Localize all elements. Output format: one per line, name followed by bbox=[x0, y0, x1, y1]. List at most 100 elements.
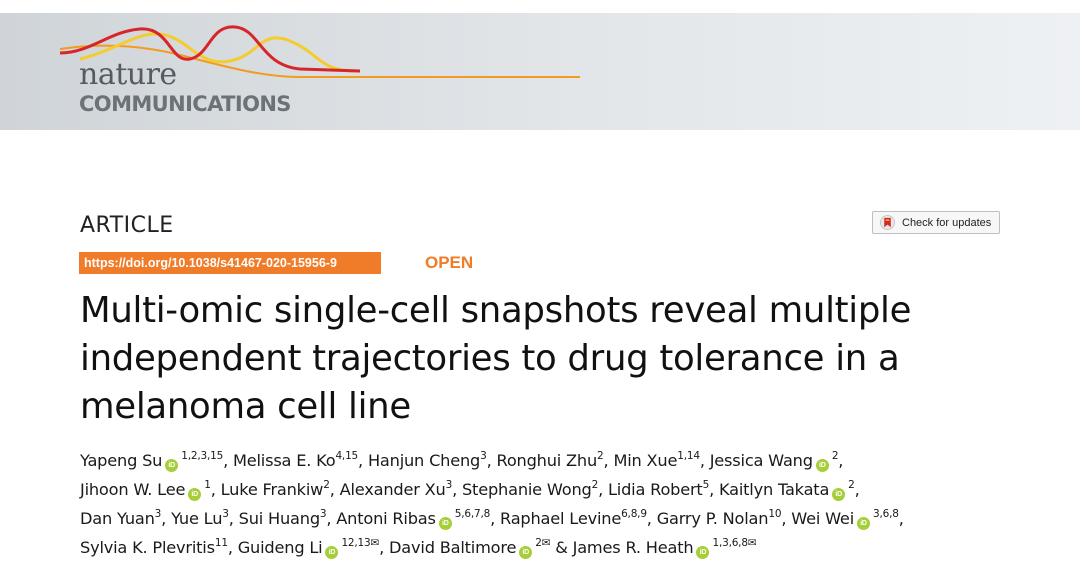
author-separator: , bbox=[358, 451, 368, 470]
corresponding-mail-icon[interactable]: ✉ bbox=[541, 537, 551, 549]
author-separator: , bbox=[854, 480, 860, 499]
orcid-icon[interactable]: iD bbox=[438, 517, 452, 530]
orcid-icon[interactable]: iD bbox=[165, 459, 179, 472]
author-name[interactable]: Hanjun Cheng bbox=[367, 451, 481, 470]
orcid-icon[interactable]: iD bbox=[325, 546, 339, 559]
author[interactable]: Lidia Robert5 bbox=[608, 480, 709, 499]
affiliation-superscript: 11 bbox=[214, 537, 228, 549]
affiliation-superscript: 3 bbox=[319, 508, 327, 520]
author[interactable]: Yapeng Su iD1,2,3,15 bbox=[80, 450, 224, 472]
orcid-icon[interactable]: iD bbox=[519, 546, 533, 559]
author[interactable]: Melissa E. Ko4,15 bbox=[233, 451, 358, 470]
author-name[interactable]: Jessica Wang bbox=[709, 451, 813, 470]
author-separator: , bbox=[223, 451, 233, 470]
author[interactable]: Luke Frankiw2 bbox=[221, 480, 330, 499]
nature-wave-logo-icon bbox=[60, 25, 580, 78]
author-separator: , bbox=[228, 509, 239, 528]
author[interactable]: Jessica Wang iD2 bbox=[709, 450, 839, 472]
author[interactable]: Stephanie Wong2 bbox=[462, 480, 598, 499]
doi-link[interactable]: https://doi.org/10.1038/s41467-020-15956… bbox=[79, 252, 381, 274]
author-name[interactable]: Kaitlyn Takata bbox=[718, 480, 830, 499]
author-separator: , bbox=[227, 538, 238, 557]
author-separator: , bbox=[898, 509, 904, 528]
affiliation-superscript: 4,15 bbox=[335, 450, 359, 462]
author-separator: , bbox=[646, 509, 657, 528]
affiliation-superscript: 1,14 bbox=[677, 450, 700, 462]
orcid-icon[interactable]: iD bbox=[696, 546, 710, 559]
author-separator: , bbox=[379, 538, 390, 557]
author[interactable]: Sylvia K. Plevritis11 bbox=[80, 538, 228, 557]
author[interactable]: Garry P. Nolan10 bbox=[657, 509, 782, 528]
orcid-icon[interactable]: iD bbox=[832, 488, 846, 501]
affiliation-superscript: 2 bbox=[848, 479, 855, 491]
author-name[interactable]: Ronghui Zhu bbox=[496, 451, 598, 470]
author-separator: , bbox=[781, 509, 792, 528]
author-list: Yapeng Su iD1,2,3,15, Melissa E. Ko4,15, … bbox=[80, 446, 904, 562]
author-name[interactable]: Yapeng Su bbox=[80, 451, 163, 470]
check-for-updates-label: Check for updates bbox=[902, 216, 992, 229]
affiliation-superscript: 1,3,6,8 bbox=[712, 537, 748, 549]
corresponding-mail-icon[interactable]: ✉ bbox=[747, 537, 757, 549]
affiliation-superscript: 3 bbox=[480, 450, 487, 462]
author-name[interactable]: James R. Heath bbox=[572, 538, 694, 557]
author[interactable]: Hanjun Cheng3 bbox=[368, 451, 487, 470]
author[interactable]: Raphael Levine6,8,9 bbox=[500, 509, 647, 528]
author-name[interactable]: Min Xue bbox=[613, 451, 678, 470]
author-name[interactable]: Antoni Ribas bbox=[336, 509, 436, 528]
corresponding-mail-icon[interactable]: ✉ bbox=[370, 537, 380, 549]
author-name[interactable]: Melissa E. Ko bbox=[232, 451, 336, 470]
author-name[interactable]: Sylvia K. Plevritis bbox=[80, 538, 215, 557]
orcid-icon[interactable]: iD bbox=[188, 488, 202, 501]
author[interactable]: Kaitlyn Takata iD2 bbox=[718, 479, 855, 501]
author-separator: , bbox=[329, 480, 340, 499]
author-name[interactable]: David Baltimore bbox=[389, 538, 517, 557]
affiliation-superscript: 1,2,3,15 bbox=[181, 450, 224, 462]
author[interactable]: Sui Huang3 bbox=[239, 509, 327, 528]
author-name[interactable]: Stephanie Wong bbox=[461, 480, 592, 499]
author-separator: & bbox=[550, 538, 573, 557]
author[interactable]: Min Xue1,14 bbox=[613, 450, 700, 470]
orcid-icon[interactable]: iD bbox=[857, 517, 870, 530]
affiliation-superscript: 2 bbox=[831, 450, 839, 462]
author-line: Dan Yuan3, Yue Lu3, Sui Huang3, Antoni R… bbox=[80, 504, 904, 533]
affiliation-superscript: 2 bbox=[591, 479, 599, 491]
author[interactable]: Antoni Ribas iD5,6,7,8 bbox=[336, 509, 490, 530]
author-separator: , bbox=[210, 480, 221, 499]
author[interactable]: James R. Heath iD1,3,6,8✉ bbox=[572, 537, 757, 559]
author-name[interactable]: Sui Huang bbox=[238, 509, 320, 528]
author[interactable]: Dan Yuan3 bbox=[80, 509, 161, 528]
author[interactable]: Guideng Li iD12,13✉ bbox=[237, 537, 380, 559]
author-name[interactable]: Alexander Xu bbox=[339, 480, 446, 499]
author-name[interactable]: Guideng Li bbox=[237, 538, 323, 557]
author-name[interactable]: Jihoon W. Lee bbox=[80, 480, 186, 499]
author-line: Jihoon W. Lee iD1, Luke Frankiw2, Alexand… bbox=[80, 475, 904, 504]
author-name[interactable]: Lidia Robert bbox=[607, 480, 703, 499]
author-separator: , bbox=[838, 451, 844, 470]
affiliation-superscript: 1 bbox=[204, 479, 211, 491]
orcid-icon[interactable]: iD bbox=[815, 459, 829, 472]
author[interactable]: Ronghui Zhu2 bbox=[497, 451, 604, 470]
author-separator: , bbox=[486, 451, 497, 470]
affiliation-superscript: 3 bbox=[445, 479, 453, 491]
author[interactable]: Yue Lu3 bbox=[171, 509, 229, 528]
author-name[interactable]: Dan Yuan bbox=[80, 509, 155, 528]
author-name[interactable]: Luke Frankiw bbox=[220, 480, 324, 499]
author-name[interactable]: Wei Wei bbox=[791, 509, 854, 528]
author-separator: , bbox=[603, 451, 614, 470]
author-separator: , bbox=[326, 509, 337, 528]
author[interactable]: David Baltimore iD2✉ bbox=[389, 537, 551, 559]
open-access-badge: OPEN bbox=[425, 253, 474, 272]
author-name[interactable]: Raphael Levine bbox=[500, 509, 622, 528]
author-name[interactable]: Garry P. Nolan bbox=[656, 509, 769, 528]
author-line: Yapeng Su iD1,2,3,15, Melissa E. Ko4,15, … bbox=[80, 446, 904, 475]
author[interactable]: Jihoon W. Lee iD1 bbox=[80, 479, 211, 501]
author[interactable]: Wei Wei iD3,6,8 bbox=[791, 509, 899, 530]
author-line: Sylvia K. Plevritis11, Guideng Li iD12,13… bbox=[80, 533, 904, 562]
check-for-updates-button[interactable]: Check for updates bbox=[872, 211, 1000, 234]
author-name[interactable]: Yue Lu bbox=[171, 509, 223, 528]
title-line: independent trajectories to drug toleran… bbox=[80, 338, 900, 379]
author[interactable]: Alexander Xu3 bbox=[339, 479, 453, 499]
author-separator: , bbox=[699, 451, 710, 470]
affiliation-superscript: 5 bbox=[702, 479, 710, 491]
affiliation-superscript: 2 bbox=[597, 450, 604, 462]
